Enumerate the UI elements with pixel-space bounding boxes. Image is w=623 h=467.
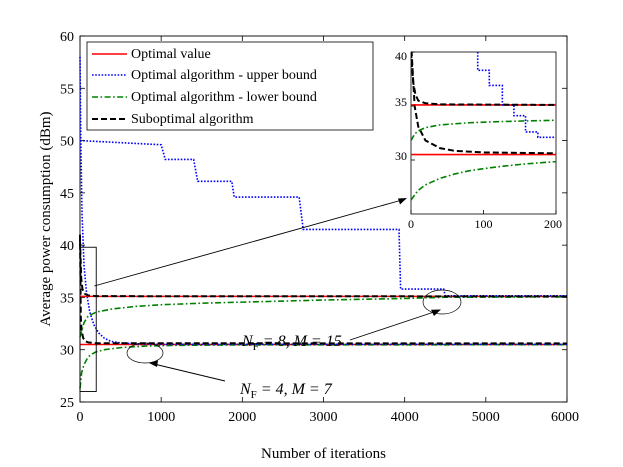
y-tick-label: 30	[60, 344, 74, 359]
inset-y-tick-label: 40	[395, 49, 407, 63]
zoom-region-group	[79, 198, 407, 392]
main-series-group	[79, 56, 568, 389]
annotation-label-8-15: NF = 8, M = 15	[241, 333, 342, 353]
inset: 0 100 200 30 35 40	[395, 49, 562, 231]
inset-series-group	[411, 52, 556, 201]
legend-box	[86, 41, 374, 131]
inset-plot-area	[410, 51, 557, 215]
legend-label-suboptimal: Suboptimal algorithm	[131, 112, 254, 127]
y-tick-label: 55	[60, 82, 74, 97]
inset-y-tick-label: 35	[395, 95, 407, 109]
inset-x-tick-label: 200	[544, 217, 562, 231]
lower-bound-line-case-2	[79, 296, 568, 338]
annotation-arrow-4-7	[153, 363, 226, 382]
legend-swatches	[92, 53, 127, 120]
zoom-region-box	[79, 246, 97, 392]
inset-x-tick-label: 100	[475, 217, 493, 231]
y-axis-label: Average power consumption (dBm)	[38, 111, 54, 326]
y-tick-label: 60	[60, 30, 74, 45]
legend-label-upper-bound: Optimal algorithm - upper bound	[131, 68, 317, 83]
x-axis-label: Number of iterations	[261, 446, 386, 462]
x-tick-label: 3000	[310, 410, 338, 425]
inset-x-tick-label: 0	[408, 217, 414, 231]
inset-y-tick-label: 30	[395, 149, 407, 163]
inset-x-tick-labels: 0 100 200	[408, 217, 562, 231]
inset-suboptimal-line-case-2	[411, 52, 556, 106]
x-tick-label: 5000	[472, 410, 500, 425]
annotation-arrowhead-8-15	[431, 309, 441, 316]
legend-label-optimal-value: Optimal value	[131, 47, 211, 62]
y-tick-label: 40	[60, 239, 74, 254]
inset-series-clipped	[411, 52, 556, 201]
zoom-arrowhead	[398, 198, 407, 205]
annotation-label-4-7: NF = 4, M = 7	[239, 381, 333, 401]
inset-lower-bound-line-case-1	[411, 160, 556, 201]
legend-label-lower-bound: Optimal algorithm - lower bound	[131, 90, 317, 105]
zoom-arrow-line	[94, 199, 403, 287]
annotation-arrowhead-4-7	[149, 360, 158, 367]
x-tick-label: 1000	[147, 410, 175, 425]
inset-suboptimal-line-case-1	[411, 52, 556, 155]
inset-lower-bound-line-case-2	[411, 119, 556, 141]
lower-bound-line-case-1	[79, 343, 568, 389]
annotation-ellipse-4-7	[126, 342, 164, 364]
x-tick-label: 0	[77, 410, 84, 425]
annotation-arrow-8-15	[349, 310, 438, 341]
suboptimal-line-case-1	[79, 234, 568, 345]
suboptimal-line-case-2	[79, 239, 568, 298]
inset-y-tick-labels: 30 35 40	[395, 49, 407, 163]
legend: Optimal value Optimal algorithm - upper …	[86, 41, 374, 131]
x-tick-label: 4000	[391, 410, 419, 425]
y-tick-label: 35	[60, 291, 74, 306]
annotation-ellipse-8-15	[422, 289, 462, 315]
y-tick-label: 25	[60, 396, 74, 411]
inset-upper-bound-line-case-2	[476, 52, 556, 139]
x-tick-label: 6000	[551, 410, 579, 425]
y-tick-label: 45	[60, 187, 74, 202]
inset-tick-marks	[410, 51, 557, 214]
x-tick-label: 2000	[228, 410, 256, 425]
annotation-marks	[126, 289, 462, 382]
y-tick-labels: 25 30 35 40 45 50 55 60	[60, 30, 74, 411]
x-tick-labels: 0 1000 2000 3000 4000 5000 6000	[77, 410, 580, 425]
y-tick-label: 50	[60, 135, 74, 150]
